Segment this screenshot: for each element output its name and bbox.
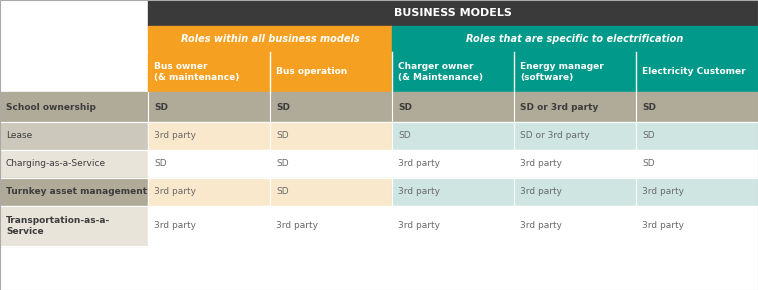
- Bar: [148, 52, 270, 92]
- Bar: [636, 122, 758, 150]
- Text: SD or 3rd party: SD or 3rd party: [520, 131, 590, 140]
- Text: Lease: Lease: [6, 131, 33, 140]
- Text: SD: SD: [154, 102, 168, 111]
- Text: Roles within all business models: Roles within all business models: [180, 34, 359, 44]
- Bar: [148, 178, 270, 206]
- Text: 3rd party: 3rd party: [154, 188, 196, 197]
- Text: Charger owner
(& Maintenance): Charger owner (& Maintenance): [398, 61, 483, 82]
- Bar: [270, 122, 392, 150]
- Text: 3rd party: 3rd party: [642, 188, 684, 197]
- Bar: [148, 150, 270, 178]
- Bar: [392, 122, 514, 150]
- Bar: [392, 26, 758, 52]
- Bar: [636, 92, 758, 122]
- Bar: [636, 52, 758, 92]
- Text: SD: SD: [276, 188, 289, 197]
- Text: SD or 3rd party: SD or 3rd party: [520, 102, 598, 111]
- Bar: [0, 178, 148, 206]
- Bar: [514, 92, 636, 122]
- Bar: [392, 178, 514, 206]
- Bar: [0, 206, 148, 246]
- Text: Charging-as-a-Service: Charging-as-a-Service: [6, 160, 106, 168]
- Text: 3rd party: 3rd party: [520, 188, 562, 197]
- Text: SD: SD: [398, 102, 412, 111]
- Text: 3rd party: 3rd party: [276, 222, 318, 231]
- Text: 3rd party: 3rd party: [642, 222, 684, 231]
- Text: 3rd party: 3rd party: [520, 222, 562, 231]
- Text: 3rd party: 3rd party: [154, 222, 196, 231]
- Bar: [270, 206, 392, 246]
- Bar: [636, 150, 758, 178]
- Text: 3rd party: 3rd party: [398, 222, 440, 231]
- Bar: [514, 150, 636, 178]
- Text: Roles that are specific to electrification: Roles that are specific to electrificati…: [466, 34, 684, 44]
- Text: Electricity Customer: Electricity Customer: [642, 68, 746, 77]
- Text: Transportation-as-a-
Service: Transportation-as-a- Service: [6, 216, 110, 236]
- Bar: [0, 52, 148, 92]
- Bar: [270, 150, 392, 178]
- Bar: [148, 26, 392, 52]
- Bar: [270, 52, 392, 92]
- Bar: [392, 150, 514, 178]
- Bar: [148, 122, 270, 150]
- Bar: [636, 178, 758, 206]
- Text: SD: SD: [642, 102, 656, 111]
- Bar: [148, 206, 270, 246]
- Text: 3rd party: 3rd party: [398, 188, 440, 197]
- Text: 3rd party: 3rd party: [398, 160, 440, 168]
- Bar: [0, 122, 148, 150]
- Text: 3rd party: 3rd party: [154, 131, 196, 140]
- Text: SD: SD: [642, 131, 655, 140]
- Bar: [514, 52, 636, 92]
- Bar: [514, 206, 636, 246]
- Bar: [636, 206, 758, 246]
- Text: Turnkey asset management: Turnkey asset management: [6, 188, 147, 197]
- Text: SD: SD: [642, 160, 655, 168]
- Text: SD: SD: [276, 131, 289, 140]
- Bar: [392, 92, 514, 122]
- Text: SD: SD: [398, 131, 411, 140]
- Bar: [392, 52, 514, 92]
- Text: SD: SD: [154, 160, 167, 168]
- Bar: [148, 92, 270, 122]
- Text: SD: SD: [276, 160, 289, 168]
- Bar: [148, 0, 758, 26]
- Text: Bus owner
(& maintenance): Bus owner (& maintenance): [154, 61, 240, 82]
- Bar: [514, 178, 636, 206]
- Bar: [392, 206, 514, 246]
- Text: SD: SD: [276, 102, 290, 111]
- Bar: [270, 92, 392, 122]
- Text: Bus operation: Bus operation: [276, 68, 347, 77]
- Text: 3rd party: 3rd party: [520, 160, 562, 168]
- Bar: [270, 178, 392, 206]
- Text: School ownership: School ownership: [6, 102, 96, 111]
- Text: BUSINESS MODELS: BUSINESS MODELS: [394, 8, 512, 18]
- Text: Energy manager
(software): Energy manager (software): [520, 61, 604, 82]
- Bar: [0, 92, 148, 122]
- Bar: [514, 122, 636, 150]
- Bar: [0, 150, 148, 178]
